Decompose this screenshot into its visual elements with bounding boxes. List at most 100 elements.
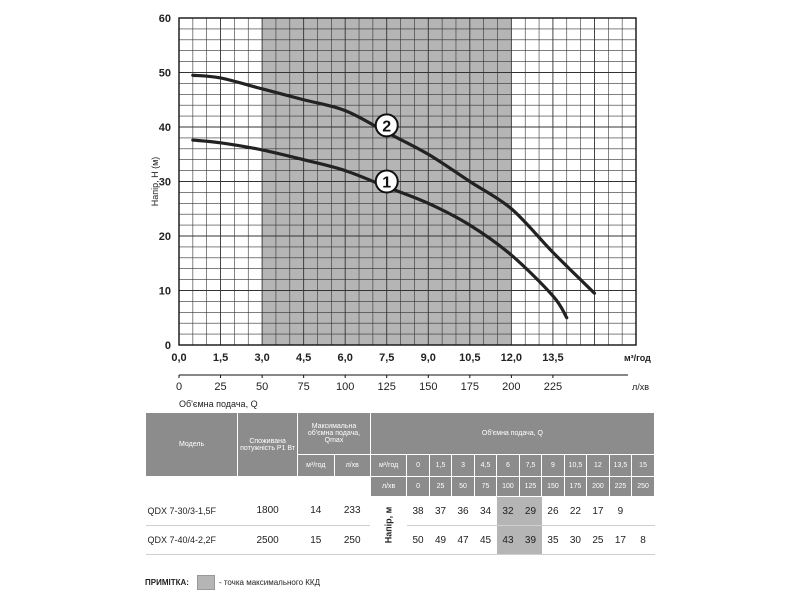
- blank-cell: [334, 477, 370, 497]
- cell-head: 30: [564, 525, 587, 555]
- flow-lmin-header: 75: [473, 476, 498, 497]
- plot-frame: [178, 17, 637, 346]
- curve-label-circle: [374, 113, 399, 138]
- x-tick-label-m3h: 4,5: [296, 352, 311, 364]
- cell-head: 32: [496, 496, 520, 526]
- x-tick-label-lmin: 200: [502, 381, 520, 393]
- spec-table: Модель Споживана потужність P1 Вт Максим…: [144, 412, 656, 555]
- flow-lmin-header: 0: [406, 476, 430, 497]
- y-axis-label: Напір, Н (м): [150, 157, 160, 207]
- header-flow: Об'ємна подача, Q: [369, 412, 656, 455]
- flow-lmin-header: 125: [518, 476, 543, 497]
- blank-cell: [298, 477, 334, 497]
- cell-qmax-lmin: 250: [334, 525, 371, 555]
- flow-m3h-header: 3: [451, 454, 475, 477]
- x-tick-label-lmin: 175: [461, 381, 479, 393]
- header-q-m3-unit: м³/год: [369, 454, 408, 477]
- x-tick-label-lmin: 25: [214, 381, 226, 393]
- y-tick-label: 50: [159, 68, 171, 80]
- x-tick-label-m3h: 9,0: [421, 352, 436, 364]
- labels: 12: [374, 113, 399, 194]
- x-tick-label-lmin: 125: [378, 381, 396, 393]
- curve-label-2: 2: [382, 118, 391, 135]
- head-label-cell: Напір, м: [370, 496, 407, 555]
- cell-qmax-m3: 15: [297, 525, 334, 555]
- note: ПРИМІТКА: - точка максимального ККД: [145, 575, 320, 590]
- flow-lmin-header: 175: [563, 476, 588, 497]
- cell-head: 8: [631, 525, 655, 555]
- cell-head: 37: [429, 496, 452, 526]
- header-qmax: Максимальна об'ємна подача, Qmax: [297, 412, 371, 455]
- x-tick-label-lmin: 0: [176, 381, 182, 393]
- flow-lmin-header: 25: [428, 476, 453, 497]
- flow-lmin-header: 250: [631, 476, 655, 497]
- x-tick-label-lmin: 225: [544, 381, 562, 393]
- cell-head: 50: [406, 525, 430, 555]
- x-tick-label-lmin: 75: [298, 381, 310, 393]
- header-power: Споживана потужність P1 Вт: [237, 412, 299, 477]
- header-model: Модель: [144, 412, 239, 477]
- cell-model: QDX 7-30/3-1,5F: [145, 496, 238, 526]
- blank-cell: [238, 477, 298, 497]
- x-tick-label-m3h: 7,5: [379, 352, 394, 364]
- x-tick-label-lmin: 50: [256, 381, 268, 393]
- y-tick-label: 40: [159, 122, 171, 134]
- cell-head: 47: [451, 525, 475, 555]
- flow-lmin-header: 100: [496, 476, 520, 497]
- y-tick-label: 30: [159, 177, 171, 189]
- cell-head: 35: [541, 525, 565, 555]
- flow-m3h-header: 7,5: [518, 454, 543, 477]
- x-tick-label-m3h: 12,0: [501, 352, 522, 364]
- cell-head: 45: [474, 525, 497, 555]
- x-axis-label: Об'ємна подача, Q: [179, 399, 258, 409]
- x-tick-label-m3h: 6,0: [338, 352, 353, 364]
- flow-lmin-header: 50: [451, 476, 475, 497]
- cell-head: 25: [586, 525, 610, 555]
- cell-head: 17: [586, 496, 610, 526]
- cell-head: 34: [474, 496, 497, 526]
- cell-head: 26: [541, 496, 565, 526]
- curve-label-circle: [374, 169, 399, 194]
- y-tick-label: 10: [159, 286, 171, 298]
- note-text: - точка максимального ККД: [218, 578, 320, 587]
- flow-m3h-header: 1,5: [428, 454, 453, 477]
- cell-head: [631, 496, 655, 526]
- flow-lmin-header: 200: [586, 476, 610, 497]
- cell-qmax-m3: 14: [297, 496, 334, 526]
- cell-power: 1800: [237, 496, 298, 526]
- header-qmax-m3: м³/год: [297, 454, 335, 477]
- cell-head: 49: [429, 525, 452, 555]
- flow-m3h-header: 13,5: [608, 454, 633, 477]
- flow-m3h-header: 9: [541, 454, 565, 477]
- cell-head: 39: [519, 525, 542, 555]
- flow-m3h-header: 12: [586, 454, 610, 477]
- x-tick-label-m3h: 1,5: [213, 352, 228, 364]
- table-row: QDX 7-30/3-1,5F 1800 14 233 Напір, м 38 37 36 34…: [145, 496, 655, 555]
- y-tick-label: 0: [165, 340, 171, 352]
- x-tick-label-m3h: 0,0: [171, 352, 186, 364]
- x-tick-label-lmin: 100: [336, 381, 354, 393]
- x-unit-lmin: л/хв: [632, 382, 649, 392]
- curve-label-1: 1: [382, 175, 391, 192]
- flow-m3h-header: 6: [496, 454, 520, 477]
- cell-qmax-lmin: 233: [334, 496, 371, 526]
- x-tick-label-lmin: 150: [419, 381, 437, 393]
- cell-head: 17: [609, 525, 632, 555]
- x-tick-label-m3h: 13,5: [542, 352, 563, 364]
- cell-head: 43: [496, 525, 520, 555]
- head-label: Напір, м: [383, 506, 394, 544]
- flow-m3h-header: 4,5: [473, 454, 498, 477]
- flow-m3h-header: 10,5: [563, 454, 588, 477]
- cell-head: 38: [406, 496, 430, 526]
- flow-lmin-header: 225: [608, 476, 633, 497]
- x-tick-label-m3h: 3,0: [254, 352, 269, 364]
- x-tick-label-m3h: 10,5: [459, 352, 480, 364]
- flow-m3h-header: 15: [631, 454, 655, 477]
- note-label: ПРИМІТКА:: [145, 578, 189, 587]
- y-tick-label: 20: [159, 231, 171, 243]
- cell-model: QDX 7-40/4-2,2F: [145, 525, 238, 555]
- cell-power: 2500: [237, 525, 298, 555]
- cell-head: 22: [564, 496, 587, 526]
- table-row: QDX 7-40/4-2,2F 2500 15 250 50 49 47 45 43 39 35 30…: [145, 525, 655, 555]
